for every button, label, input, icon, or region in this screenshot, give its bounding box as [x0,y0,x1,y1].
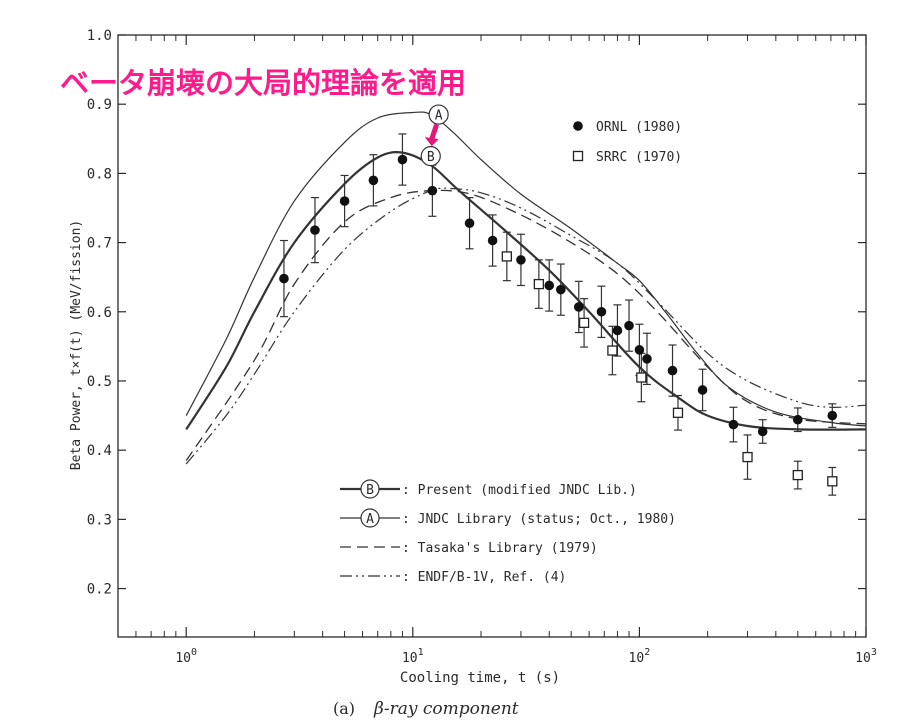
y-tick-label: 0.9 [87,97,112,113]
srrc-point [501,251,512,262]
arrow-shaft [429,123,439,140]
callout-circle-b [420,145,441,167]
minor-ticks [117,35,857,637]
curve-thin [185,111,867,427]
ornl-point [556,284,566,295]
ornl-point [427,185,438,196]
curve-dash [185,189,867,461]
x-axis-label: Cooling time, t (s) [400,670,560,686]
ornl-point [464,218,475,229]
ornl-point [612,325,623,336]
ornl-point [339,196,350,206]
ornl-point [368,175,379,186]
key-marker-circle [360,479,380,499]
ornl-point [310,225,320,235]
ornl-point [573,302,584,312]
callout-markers: AB [420,104,449,167]
ornl-point [697,385,708,395]
legend-label: SRRC (1970) [596,150,682,165]
y-tick-label: 0.2 [87,582,112,598]
plot-frame [117,34,867,638]
caption-text: β-ray component [373,699,519,719]
x-tick-label: 101 [402,647,424,666]
y-tick-label: 0.3 [87,512,112,528]
ornl-point [544,280,555,291]
srrc-point [636,372,647,383]
arrow-head [424,137,439,147]
srrc-point [792,469,803,481]
srrc-point [672,407,684,418]
callout-letter: B [427,150,435,165]
ornl-point [827,410,838,421]
ornl-point [516,255,526,265]
ornl-point [667,365,678,376]
x-tick-label: 102 [629,647,651,666]
curve-dashdot [185,187,867,465]
srrc-point [827,476,838,487]
ornl-point [487,235,498,246]
x-tick-label: 100 [175,647,197,666]
srrc-point [607,345,618,356]
y-tick-label: 0.5 [87,374,112,390]
y-tick-label: 0.4 [87,443,112,459]
ornl-point [279,273,289,284]
key-marker-letter: A [366,512,374,527]
ornl-point [397,154,408,165]
y-axis-label: Beta Power, t×f(t) (MeV/fission) [69,220,84,470]
error-bars [279,133,837,496]
callout-letter: A [435,109,443,124]
legend-ornl-marker [573,121,583,131]
x-tick-label: 103 [855,647,877,666]
data-points [279,154,838,487]
srrc-point [578,317,590,329]
key-marker-letter: B [366,483,374,498]
legend-label: ORNL (1980) [596,120,682,135]
key-marker-circle [360,508,380,528]
y-tick-label: 0.6 [87,305,112,321]
srrc-point [742,451,753,463]
legend-srrc-marker [572,150,584,162]
ornl-point [792,414,803,425]
key-label: : Present (modified JNDC Lib.) [402,483,637,498]
srrc-point [533,278,545,290]
ornl-point [596,306,607,317]
annotation-text: ベータ崩壊の大局的理論を適用 [60,66,466,100]
major-ticks: 0.2 0.3 0.4 0.5 0.6 0.7 0.8 0.9 1.0 100 101 102 103 [87,28,877,666]
ornl-point [728,419,739,430]
key-label: : Tasaka's Library (1979) [402,541,598,556]
ornl-point [642,354,652,364]
ornl-point [634,345,645,355]
key-label: : ENDF/B-1V, Ref. (4) [402,570,566,585]
caption-label: (a) [333,699,355,718]
curve-key: B : Present (modified JNDC Lib.) A : JNDC L… [340,479,676,585]
curves [185,111,867,465]
y-tick-label: 0.7 [87,236,112,252]
y-tick-label: 1.0 [87,28,112,44]
y-tick-label: 0.8 [87,166,112,182]
legend: ORNL (1980) SRRC (1970) [572,120,682,165]
curve-thick [185,151,867,431]
ornl-point [757,426,768,437]
ornl-point [624,320,634,331]
key-label: : JNDC Library (status; Oct., 1980) [402,512,676,527]
callout-circle-a [428,104,449,125]
